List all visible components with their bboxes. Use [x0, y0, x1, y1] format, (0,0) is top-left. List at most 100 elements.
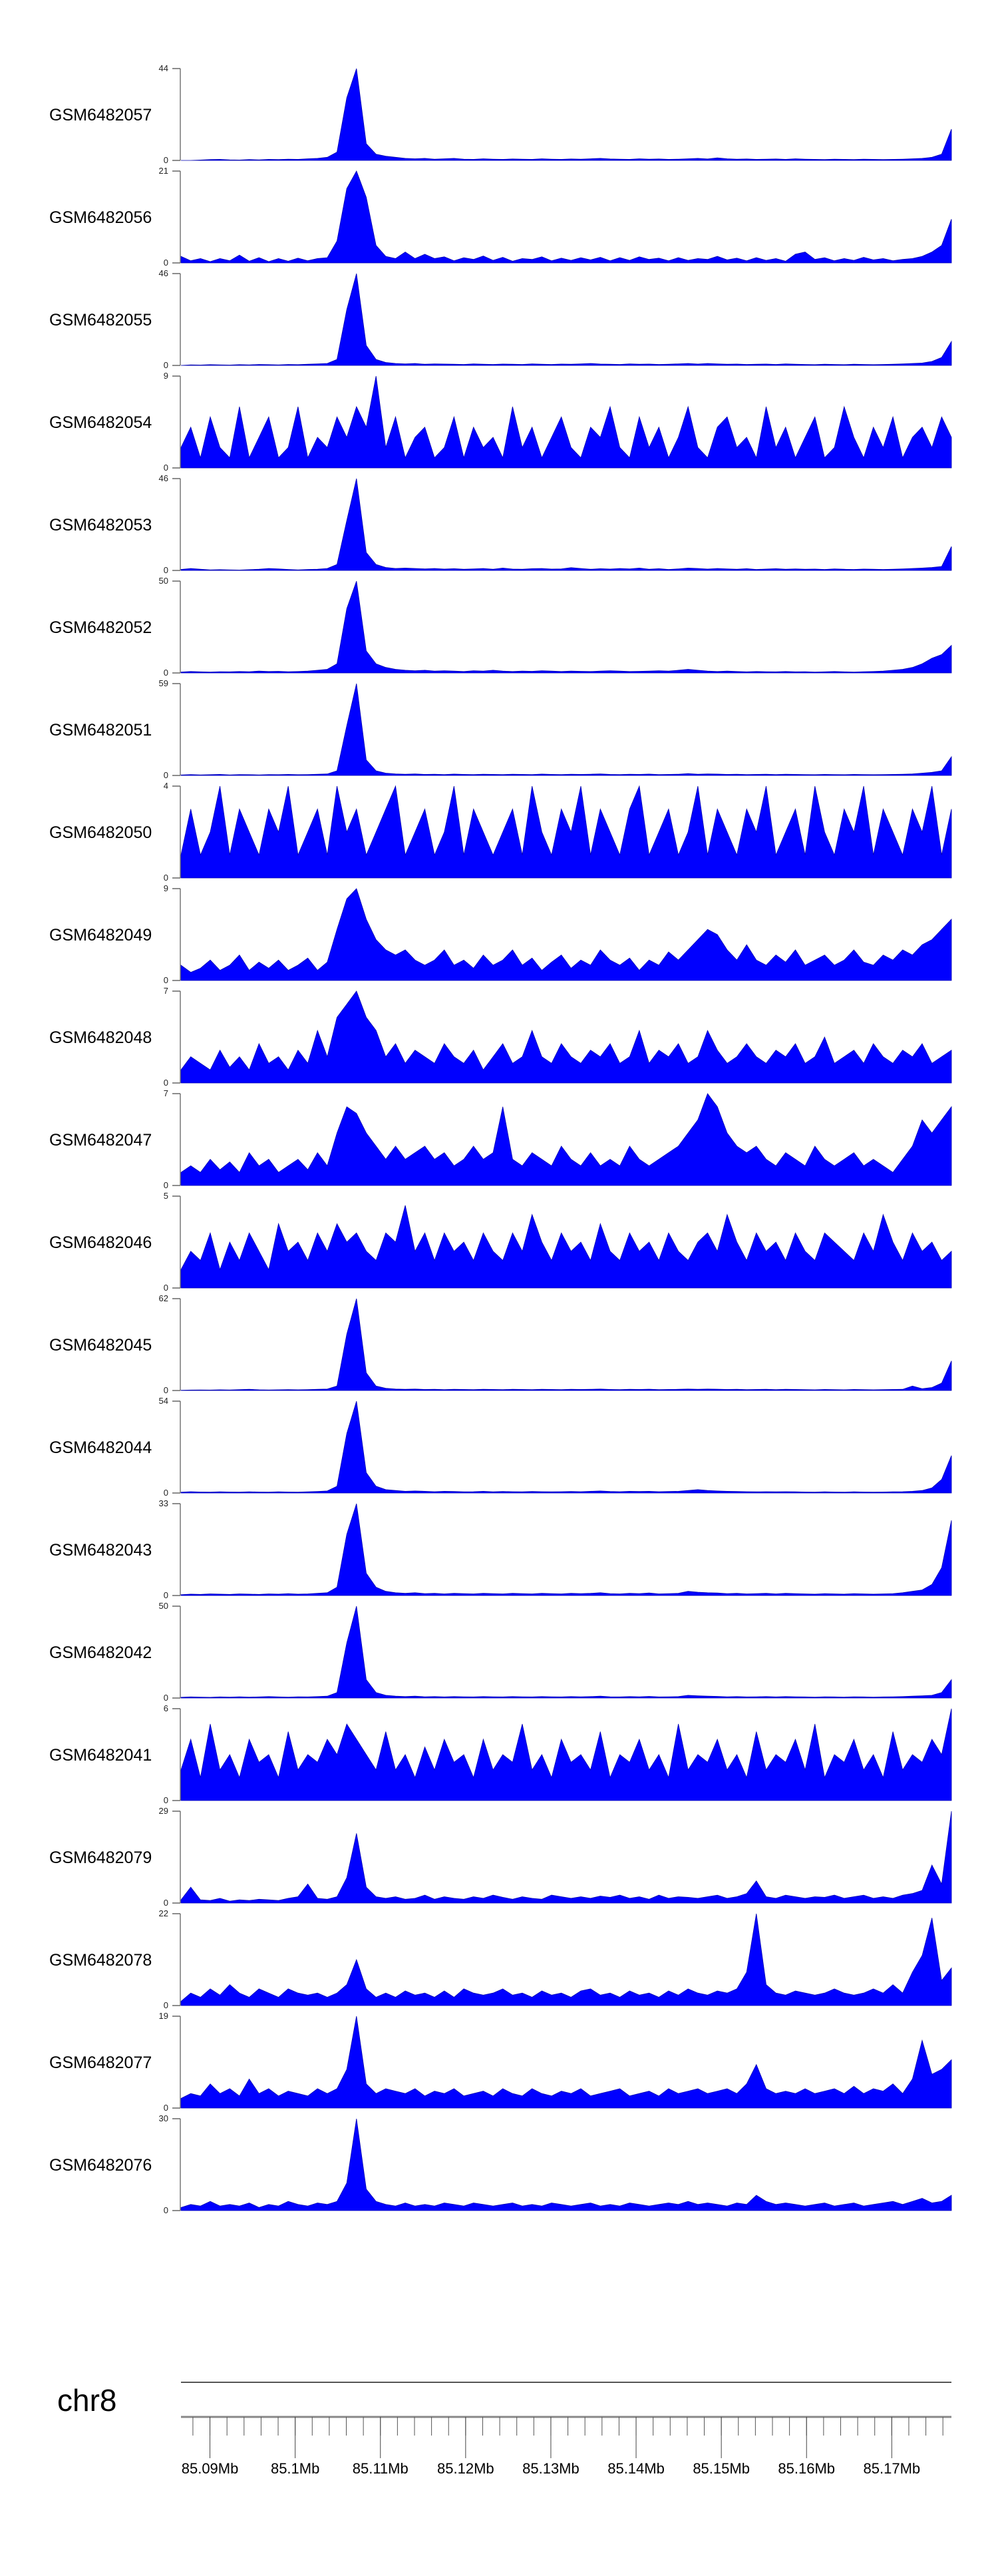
- track-GSM6482076: GSM6482076 30 0: [49, 2113, 952, 2215]
- coverage-area: [180, 1913, 952, 2006]
- track-GSM6482078: GSM6482078 22 0: [49, 1908, 952, 2010]
- track-label: GSM6482041: [49, 1746, 152, 1765]
- track-label: GSM6482043: [49, 1541, 152, 1560]
- track-GSM6482048: GSM6482048 7 0: [49, 986, 952, 1088]
- track-label: GSM6482045: [49, 1336, 152, 1355]
- y-tick-label-max: 50: [159, 1601, 168, 1611]
- track-label: GSM6482052: [49, 618, 152, 637]
- track-GSM6482046: GSM6482046 5 0: [49, 1191, 952, 1293]
- y-tick-label-zero: 0: [164, 975, 168, 985]
- track-GSM6482053: GSM6482053 46 0: [49, 473, 952, 575]
- coverage-area: [180, 273, 952, 366]
- coverage-area: [180, 1606, 952, 1699]
- y-tick-label-zero: 0: [164, 565, 168, 575]
- x-tick-label: 85.14Mb: [607, 2460, 665, 2477]
- track-list: GSM6482057440GSM6482056210GSM6482055460G…: [49, 63, 952, 2215]
- coverage-area: [180, 1708, 952, 1801]
- track-GSM6482045: GSM6482045 62 0: [49, 1293, 952, 1395]
- x-tick-label: 85.11Mb: [353, 2460, 409, 2477]
- track-label: GSM6482046: [49, 1233, 152, 1252]
- y-tick-label-max: 54: [159, 1396, 168, 1406]
- coverage-area: [180, 2016, 952, 2109]
- track-GSM6482049: GSM6482049 9 0: [49, 883, 952, 985]
- track-GSM6482041: GSM6482041 6 0: [49, 1703, 952, 1805]
- y-tick-label-max: 46: [159, 473, 168, 483]
- y-tick-label-zero: 0: [164, 360, 168, 370]
- track-label: GSM6482054: [49, 413, 152, 432]
- y-tick-label-zero: 0: [164, 1488, 168, 1498]
- track-GSM6482043: GSM6482043 33 0: [49, 1498, 952, 1600]
- genome-axis: chr8 85.09Mb 85.1Mb 85.11Mb 85.12Mb 85.13Mb 8…: [57, 2382, 951, 2477]
- track-GSM6482077: GSM6482077 19 0: [49, 2011, 952, 2113]
- y-tick-label-zero: 0: [164, 258, 168, 268]
- y-tick-label-max: 33: [159, 1498, 168, 1508]
- y-tick-label-zero: 0: [164, 1693, 168, 1703]
- y-tick-label-zero: 0: [164, 668, 168, 678]
- y-tick-label-zero: 0: [164, 2103, 168, 2113]
- track-GSM6482044: GSM6482044 54 0: [49, 1396, 952, 1498]
- track-GSM6482054: GSM6482054 9 0: [49, 371, 952, 473]
- x-tick-label: 85.1Mb: [271, 2460, 319, 2477]
- x-tick-label: 85.16Mb: [778, 2460, 835, 2477]
- x-tick-label: 85.09Mb: [182, 2460, 239, 2477]
- track-label: GSM6482055: [49, 311, 152, 329]
- y-tick-label-zero: 0: [164, 2205, 168, 2215]
- y-tick-label-zero: 0: [164, 2000, 168, 2010]
- coverage-area: [180, 170, 952, 264]
- y-tick-label-zero: 0: [164, 1180, 168, 1190]
- chromosome-label: chr8: [57, 2383, 116, 2418]
- x-tick-label: 85.15Mb: [693, 2460, 750, 2477]
- track-label: GSM6482050: [49, 823, 152, 842]
- coverage-area: [180, 478, 952, 571]
- y-tick-label-zero: 0: [164, 770, 168, 780]
- y-tick-label-max: 29: [159, 1806, 168, 1816]
- track-label: GSM6482077: [49, 2053, 152, 2072]
- coverage-area: [180, 375, 952, 469]
- coverage-area: [180, 1093, 952, 1186]
- y-tick-label-max: 5: [164, 1191, 168, 1201]
- y-tick-label-zero: 0: [164, 873, 168, 883]
- y-tick-label-zero: 0: [164, 1590, 168, 1600]
- y-tick-label-zero: 0: [164, 1283, 168, 1293]
- y-tick-label-max: 7: [164, 986, 168, 996]
- x-tick-label: 85.13Mb: [522, 2460, 580, 2477]
- coverage-area: [180, 2118, 952, 2211]
- y-tick-label-max: 30: [159, 2113, 168, 2123]
- coverage-area: [180, 1298, 952, 1391]
- coverage-area: [180, 683, 952, 776]
- track-label: GSM6482053: [49, 516, 152, 535]
- y-tick-label-max: 4: [164, 781, 168, 791]
- track-label: GSM6482076: [49, 2156, 152, 2175]
- x-tick-label: 85.12Mb: [437, 2460, 494, 2477]
- y-tick-label-max: 9: [164, 371, 168, 381]
- y-tick-label-max: 21: [159, 166, 168, 176]
- coverage-area: [180, 785, 952, 879]
- y-tick-label-max: 6: [164, 1703, 168, 1713]
- y-tick-label-max: 19: [159, 2011, 168, 2021]
- track-label: GSM6482047: [49, 1131, 152, 1150]
- y-tick-label-zero: 0: [164, 1078, 168, 1088]
- coverage-area: [180, 1503, 952, 1596]
- x-tick-label: 85.17Mb: [864, 2460, 921, 2477]
- y-tick-label-max: 50: [159, 576, 168, 586]
- track-label: GSM6482079: [49, 1848, 152, 1867]
- track-GSM6482055: GSM6482055 46 0: [49, 268, 952, 370]
- y-tick-label-max: 59: [159, 678, 168, 688]
- coverage-area: [180, 1811, 952, 1904]
- track-label: GSM6482078: [49, 1951, 152, 1970]
- y-tick-label-max: 62: [159, 1293, 168, 1303]
- coverage-area: [180, 1205, 952, 1289]
- coverage-area: [180, 1400, 952, 1494]
- y-tick-label-zero: 0: [164, 463, 168, 473]
- track-label: GSM6482049: [49, 926, 152, 945]
- track-label: GSM6482056: [49, 208, 152, 227]
- coverage-area: [181, 68, 952, 161]
- coverage-area: [180, 888, 952, 981]
- track-GSM6482057: GSM6482057 44 0: [49, 63, 952, 165]
- y-tick-label-zero: 0: [164, 1898, 168, 1908]
- y-tick-label-zero: 0: [164, 155, 168, 165]
- track-GSM6482050: GSM6482050 4 0: [49, 781, 952, 883]
- track-GSM6482051: GSM6482051 59 0: [49, 678, 952, 780]
- coverage-area: [180, 580, 952, 674]
